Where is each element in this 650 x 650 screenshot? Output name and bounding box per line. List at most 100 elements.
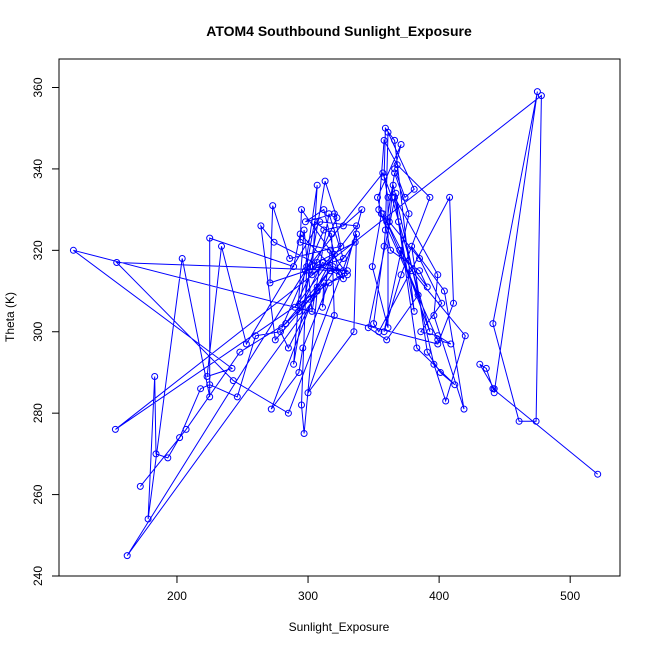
data-point [364,324,372,332]
data-point [111,425,119,433]
x-tick-label: 200 [167,589,187,603]
data-point [206,234,214,242]
data-point [304,389,312,397]
data-point [343,267,351,275]
x-tick-label: 400 [429,589,449,603]
data-point [270,238,278,246]
data-point [408,242,416,250]
data-point [229,377,237,385]
data-point [290,263,298,271]
data-point [300,226,308,234]
data-point [351,238,359,246]
data-point [136,482,144,490]
y-tick-label: 320 [31,240,45,260]
data-point [330,210,338,218]
data-point [461,332,469,340]
data-point [377,210,385,218]
data-series [69,88,602,560]
data-point [381,226,389,234]
data-point [228,364,236,372]
data-point [316,218,324,226]
data-point [284,344,292,352]
data-point [383,336,391,344]
data-point [368,263,376,271]
data-point [482,364,490,372]
data-point [434,336,442,344]
data-point [397,271,405,279]
data-point [374,193,381,201]
data-point [410,185,418,193]
data-point [537,92,545,100]
data-point [417,328,425,336]
data-point [197,385,205,393]
y-tick-label: 300 [31,321,45,341]
x-tick-label: 300 [298,589,318,603]
x-axis-label: Sunlight_Exposure [289,620,390,634]
data-point [380,173,388,181]
data-point [380,136,388,144]
data-point [242,340,250,348]
data-point [426,193,434,201]
data-point [515,417,523,425]
data-point [401,193,409,201]
data-point [423,283,431,291]
data-point [339,222,347,230]
data-point [490,389,498,397]
data-point [329,263,337,271]
data-point [447,340,455,348]
data-point [446,193,454,201]
data-point [257,222,265,230]
data-point [182,425,190,433]
data-point [313,287,321,295]
x-axis: 200 300 400 500 [167,576,581,603]
data-point [291,303,299,311]
data-point [206,393,214,401]
data-point [413,344,421,352]
data-point [178,255,186,262]
data-point [370,320,378,328]
data-point [308,271,316,279]
data-point [434,340,442,348]
data-point [269,202,277,210]
data-point [336,271,343,279]
data-point [267,405,275,413]
data-point [442,397,450,405]
data-point [325,279,333,287]
y-tick-label: 260 [31,484,45,504]
data-point [282,320,290,328]
data-point [319,259,326,266]
data-point [320,279,328,287]
data-point [391,193,399,201]
data-point [388,193,396,201]
data-point [252,332,260,340]
data-point [353,222,360,230]
data-point [330,312,338,319]
data-point [337,242,345,250]
data-point [430,312,438,319]
data-point [233,393,241,401]
data-point [277,328,284,336]
data-point [326,246,334,254]
data-point [319,303,326,311]
data-point [358,206,366,214]
data-point [408,267,416,275]
data-point [389,181,397,189]
data-point [380,242,388,250]
data-point [295,307,303,315]
data-point [303,263,311,271]
data-point [328,230,336,238]
data-point [343,271,351,279]
data-point [384,128,392,136]
data-point [320,226,328,234]
data-point [490,385,498,393]
data-point [395,218,402,226]
data-point [391,169,399,177]
data-point [440,287,448,295]
data-point [301,267,309,275]
data-point [313,259,321,266]
data-point [311,218,319,226]
data-point [416,255,423,262]
data-point [430,360,438,368]
data-point [206,381,214,389]
